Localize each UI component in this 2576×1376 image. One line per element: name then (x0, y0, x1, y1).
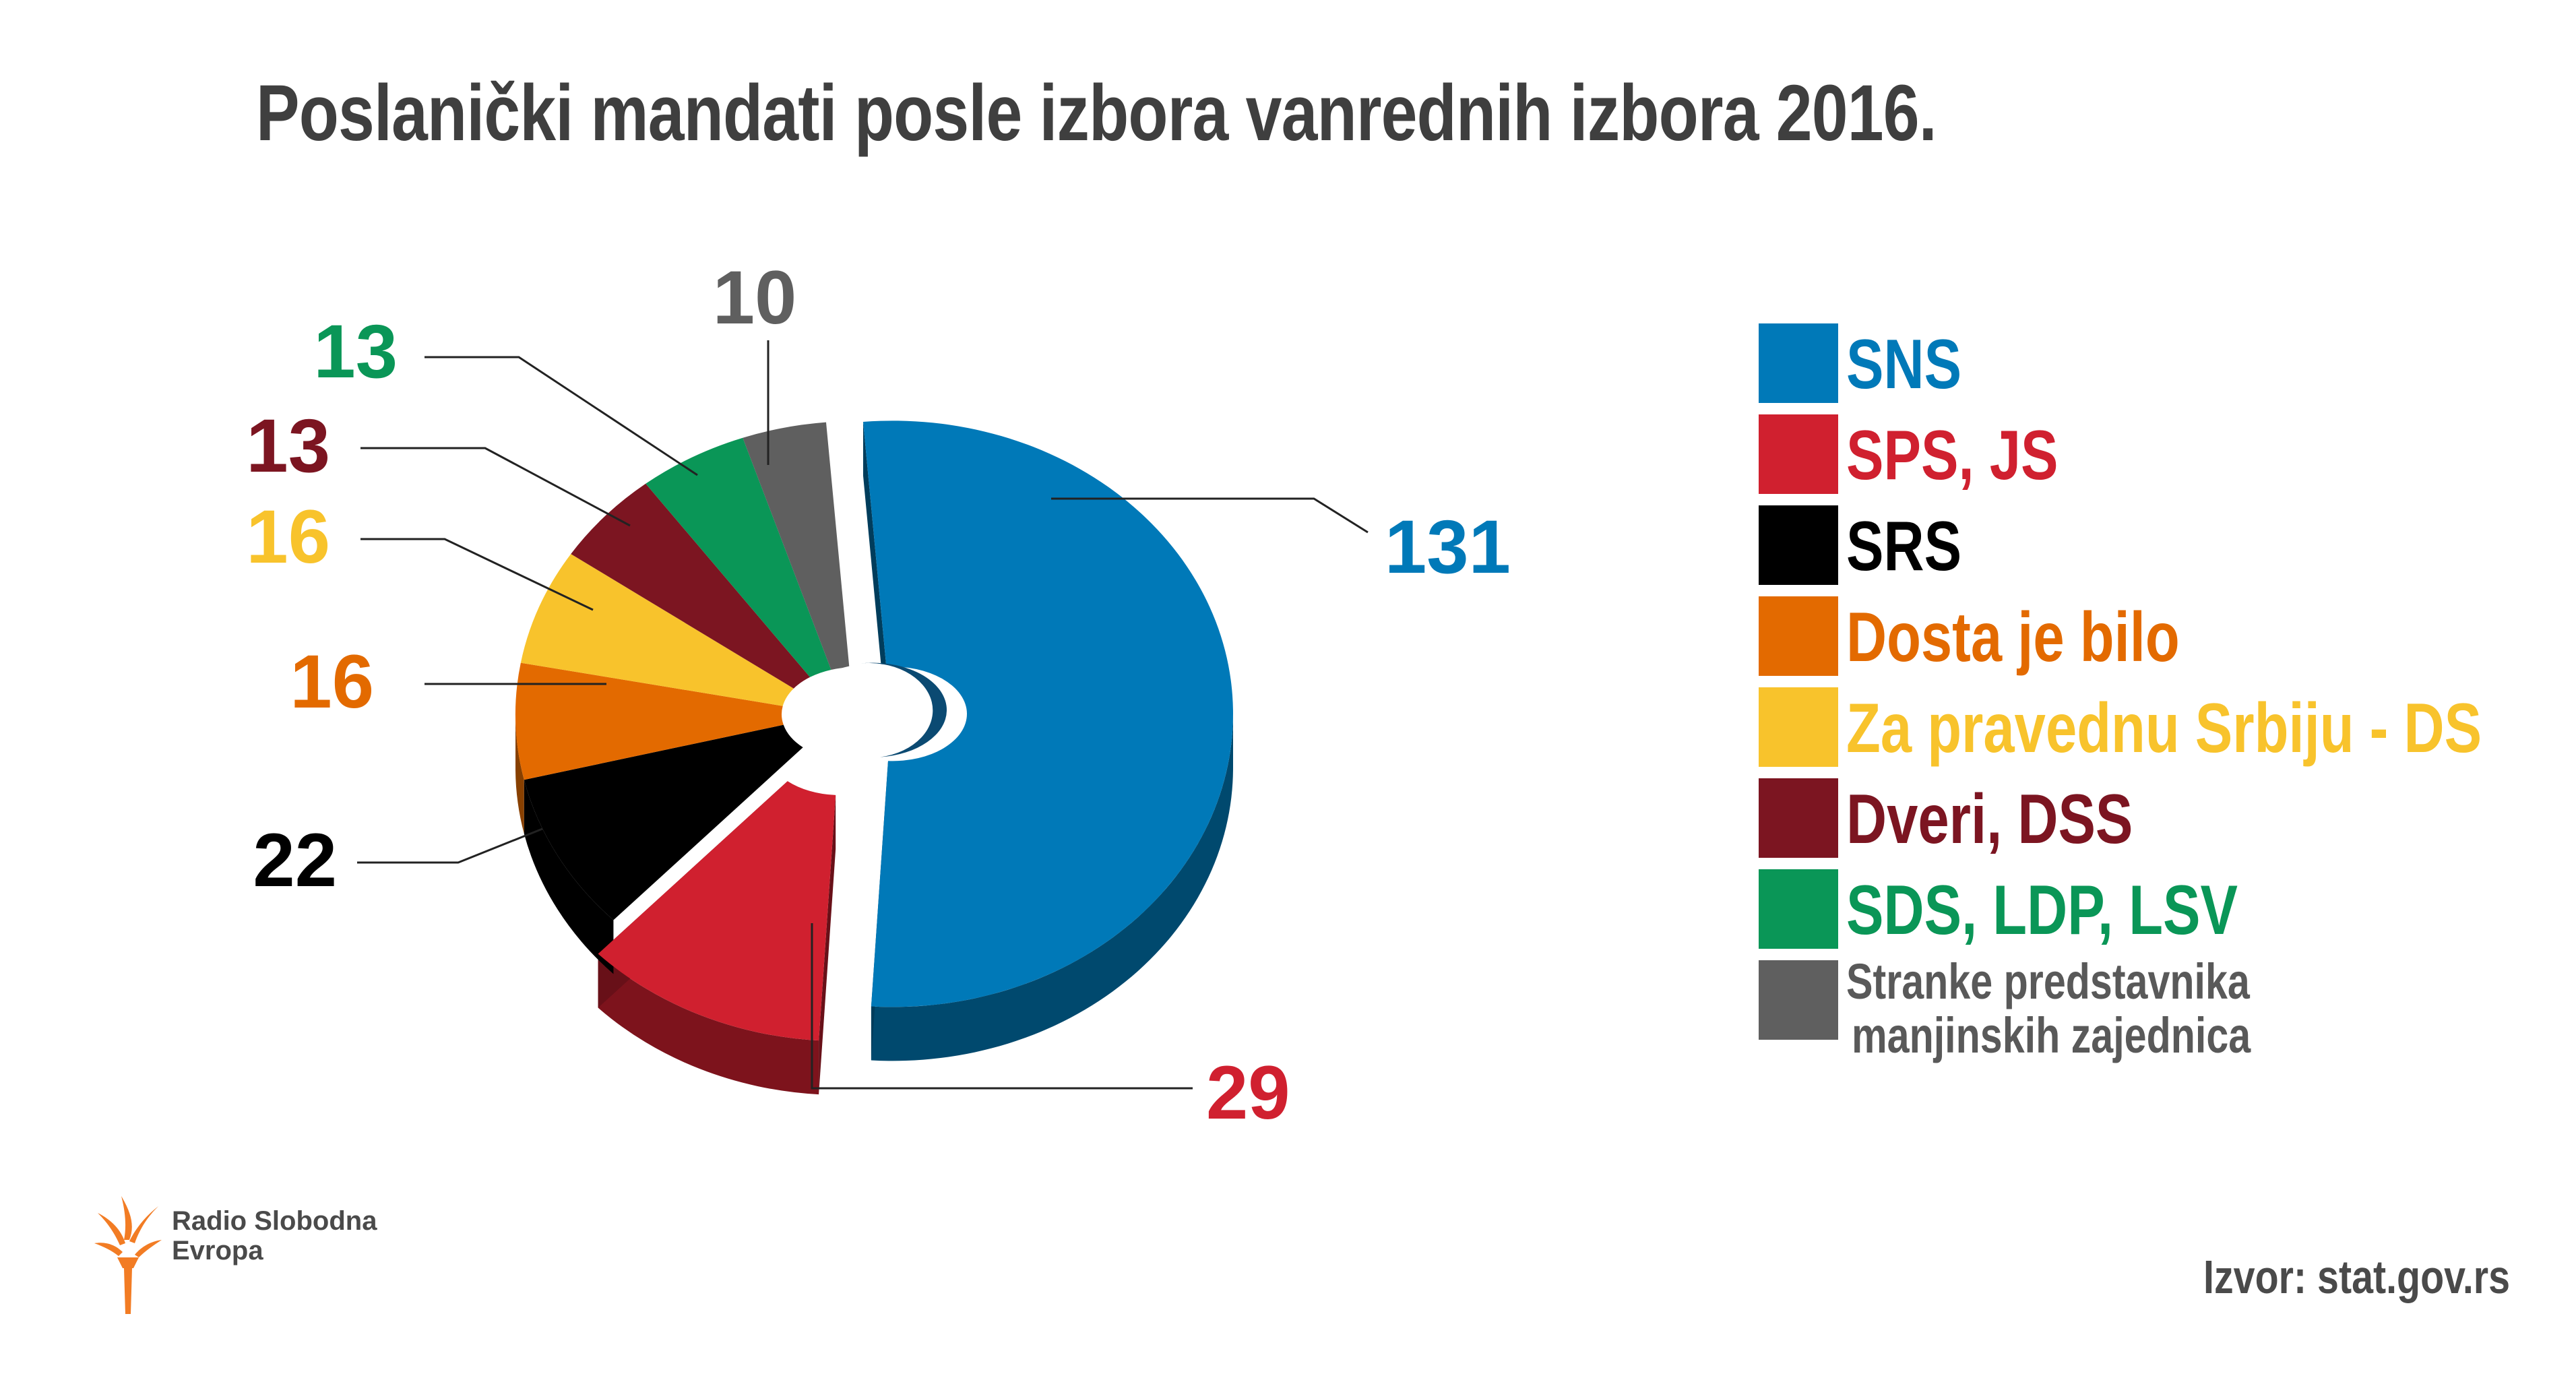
rfe-logo: Radio Slobodna Evropa (94, 1193, 377, 1324)
slice-sns (862, 420, 1233, 1007)
slice-zps (520, 554, 794, 706)
legend-label-sns: SNS (1846, 325, 1962, 404)
value-label-srs: 22 (253, 818, 337, 902)
slice-sps (598, 781, 836, 1041)
legend-label-sps: SPS, JS (1846, 416, 2059, 495)
logo-line2: Evropa (172, 1236, 263, 1265)
legend-swatch-sds (1759, 869, 1838, 949)
legend-swatch-manjine (1759, 960, 1838, 1040)
slice-side-sns (871, 714, 1233, 1061)
logo-text: Radio Slobodna Evropa (172, 1206, 441, 1265)
legend-swatch-dveri (1759, 778, 1838, 858)
slice-side-srs (524, 780, 614, 974)
legend-label-zps: Za pravednu Srbiju - DS (1846, 689, 2482, 768)
value-label-dveri: 13 (246, 404, 330, 488)
leader-line-zps (360, 538, 594, 611)
leader-line-dveri (360, 447, 631, 527)
source-note: Izvor: stat.gov.rs (2203, 1251, 2511, 1303)
donut-hole (798, 664, 947, 758)
slice-wall-sns-0 (862, 422, 887, 721)
legend-swatch-zps (1759, 687, 1838, 767)
value-label-sds: 13 (313, 309, 398, 394)
leader-line-sps (811, 923, 1193, 1090)
slice-dveri (571, 483, 811, 689)
leader-line-sds (425, 356, 698, 476)
value-label-sps: 29 (1206, 1051, 1290, 1135)
legend-label-sds: SDS, LDP, LSV (1846, 871, 2238, 949)
value-label-manjine: 10 (713, 255, 797, 340)
legend-label-dveri: Dveri, DSS (1846, 780, 2133, 858)
value-label-zps: 16 (246, 495, 330, 579)
legend-label-manjine-line2: manjinskih zajednica (1852, 1007, 2251, 1063)
legend-label-manjine-line1: Stranke predstavnika (1846, 953, 2250, 1009)
slice-wall-sps-0 (819, 794, 836, 1095)
leader-line-sns (1051, 497, 1369, 534)
logo-line1: Radio Slobodna (172, 1206, 377, 1236)
rfe-rl-torch-icon (94, 1196, 162, 1314)
legend-label-dosta: Dosta je bilo (1846, 598, 2180, 677)
donut-hole-shadow (858, 662, 947, 757)
legend-swatch-dosta (1759, 596, 1838, 676)
legend-label-manjine: Stranke predstavnika manjinskih zajednic… (1846, 955, 2251, 1063)
slice-side-dosta (515, 714, 524, 834)
chart-title: Poslanički mandati posle izbora vanredni… (256, 69, 1937, 158)
slice-side-sps (598, 953, 819, 1095)
value-label-sns: 131 (1385, 505, 1511, 589)
leader-line-srs (357, 827, 543, 864)
legend-swatch-sns (1759, 323, 1838, 403)
slice-srs (524, 724, 803, 920)
legend-label-srs: SRS (1846, 507, 1962, 586)
slice-sds (646, 437, 831, 677)
legend-swatch-srs (1759, 505, 1838, 585)
value-label-dosta: 16 (290, 639, 374, 724)
legend-swatch-sps (1759, 414, 1838, 494)
slice-dosta (515, 662, 784, 780)
slice-manjine (743, 422, 850, 670)
